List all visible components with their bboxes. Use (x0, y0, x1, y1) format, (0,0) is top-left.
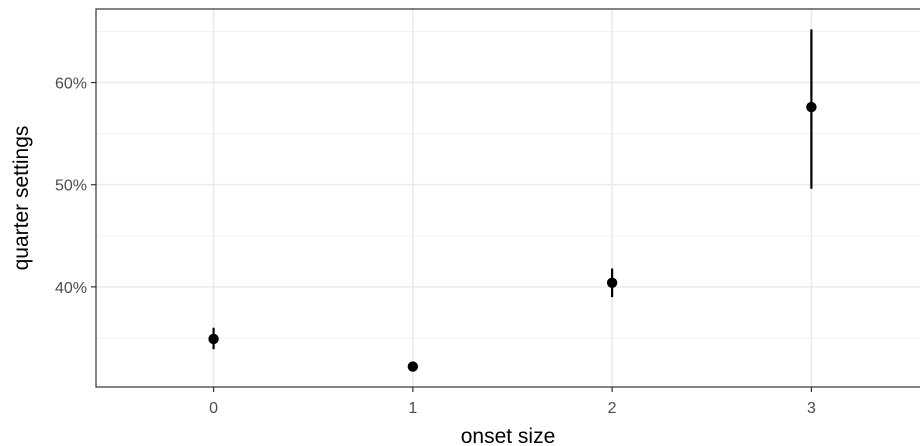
y-tick-label: 50% (55, 178, 87, 195)
y-axis-title: quarter settings (10, 126, 33, 271)
y-axis-ticks: 40% 50% 60% (55, 76, 96, 297)
data-point (806, 101, 817, 113)
x-axis-ticks: 0 1 2 3 (209, 387, 816, 417)
y-tick-label: 60% (55, 76, 87, 93)
y-tick-label: 40% (55, 280, 87, 297)
data-point (606, 277, 618, 288)
data-points (208, 101, 817, 372)
panel-border (95, 8, 920, 388)
x-tick-label: 2 (608, 400, 617, 417)
x-tick-label: 3 (807, 400, 816, 417)
data-point (407, 361, 419, 372)
x-axis-title: onset size (461, 425, 556, 446)
x-tick-label: 1 (408, 400, 417, 417)
x-tick-label: 0 (209, 400, 218, 417)
data-point (208, 333, 219, 345)
minor-gridlines (96, 30, 920, 339)
